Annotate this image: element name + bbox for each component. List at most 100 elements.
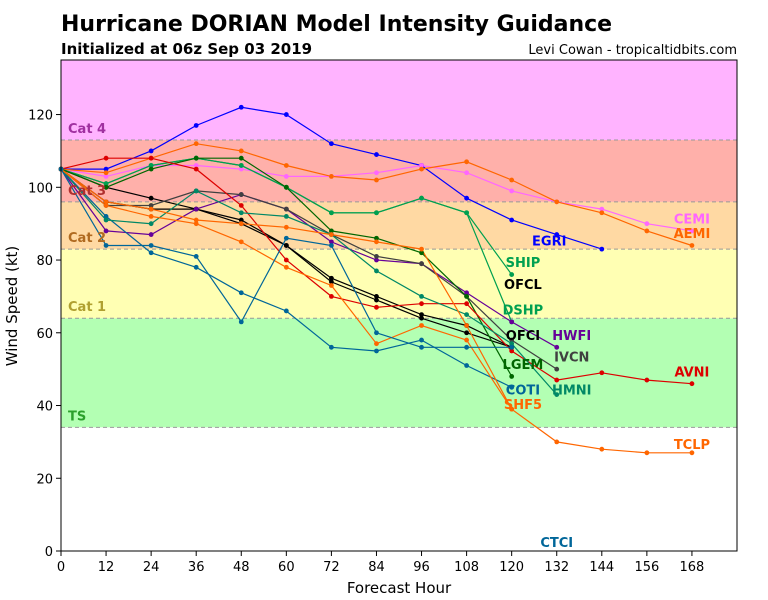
data-point-hwfi — [148, 232, 154, 237]
data-point-avni — [509, 348, 515, 354]
data-point-dshp — [329, 210, 334, 216]
data-point-avni — [689, 381, 695, 387]
data-point-hmni — [464, 312, 469, 317]
data-point-ofci — [464, 330, 469, 336]
x-tick-label: 48 — [233, 560, 250, 575]
data-point-coti — [329, 344, 334, 350]
data-point-egri — [329, 141, 334, 147]
data-point-egri — [554, 232, 560, 237]
data-point-aemi — [283, 163, 289, 168]
data-point-hmni — [148, 221, 154, 227]
data-point-coti — [193, 264, 199, 270]
data-point-tclp — [689, 450, 695, 456]
data-point-lgem — [419, 250, 424, 256]
data-point-egri — [103, 166, 109, 172]
x-tick-label: 156 — [634, 560, 659, 575]
data-point-cemi — [644, 221, 650, 227]
data-point-hwfi — [329, 239, 334, 245]
chart-credit: Levi Cowan - tropicaltidbits.com — [528, 43, 737, 58]
data-point-avni — [374, 304, 379, 310]
data-point-ctci — [509, 344, 515, 350]
data-point-coti — [103, 213, 109, 219]
x-axis-label: Forecast Hour — [347, 579, 452, 597]
data-point-coti — [419, 337, 424, 343]
data-point-cemi — [419, 163, 424, 168]
x-tick-label: 0 — [57, 560, 65, 575]
band-cat-4 — [61, 60, 737, 141]
data-point-avni — [283, 257, 289, 263]
data-point-tclp — [644, 450, 650, 456]
data-point-tclp — [554, 439, 560, 445]
series-label-aemi: AEMI — [674, 227, 711, 242]
data-point-aemi — [509, 177, 515, 183]
data-point-hmni — [554, 392, 560, 398]
data-point-egri — [148, 148, 154, 154]
data-point-lgem — [374, 235, 379, 241]
data-point-tclp — [599, 446, 605, 452]
x-tick-label: 96 — [413, 560, 430, 575]
x-tick-label: 24 — [143, 560, 160, 575]
band-label-cat-3: Cat 3 — [68, 184, 106, 199]
y-tick-label: 120 — [28, 109, 53, 124]
band-label-cat-2: Cat 2 — [68, 231, 106, 246]
data-point-dshp — [238, 163, 244, 168]
data-point-avni — [329, 294, 334, 299]
band-ts — [61, 318, 737, 428]
data-point-hmni — [283, 213, 289, 219]
data-point-coti — [509, 384, 515, 390]
data-point-ivcn — [509, 337, 515, 343]
data-point-lgem — [329, 228, 334, 234]
y-tick-label: 0 — [45, 545, 53, 560]
data-point-ofci — [283, 243, 289, 248]
series-label-cemi: CEMI — [674, 213, 710, 228]
data-point-aemi — [374, 177, 379, 183]
data-point-ivcn — [419, 261, 424, 267]
y-axis-label: Wind Speed (kt) — [3, 246, 21, 367]
series-label-dshp: DSHP — [503, 303, 544, 318]
data-point-shf5 — [464, 337, 469, 343]
data-point-ctci — [103, 243, 109, 248]
y-tick-label: 40 — [36, 400, 53, 415]
data-point-egri — [464, 195, 469, 201]
data-point-ofcl — [148, 195, 154, 201]
data-point-avni — [103, 155, 109, 161]
data-point-egri — [283, 112, 289, 117]
data-point-ctci — [283, 235, 289, 241]
data-point-dshp — [374, 210, 379, 216]
data-point-shf5 — [419, 323, 424, 328]
y-axis-ticks: 0 20 40 60 80 100 120 — [28, 109, 61, 560]
chart-title: Hurricane DORIAN Model Intensity Guidanc… — [61, 12, 612, 37]
data-point-hmni — [103, 217, 109, 223]
data-point-coti — [283, 308, 289, 314]
series-label-ivcn: IVCN — [554, 351, 589, 366]
data-point-hmni — [238, 210, 244, 216]
data-point-hmni — [193, 188, 199, 194]
x-tick-label: 36 — [188, 560, 205, 575]
data-point-ctci — [148, 243, 154, 248]
data-point-ctci — [374, 330, 379, 336]
data-point-hwfi — [103, 228, 109, 234]
data-point-egri — [238, 104, 244, 110]
series-label-shf5: SHF5 — [504, 398, 542, 413]
data-point-avni — [644, 377, 650, 383]
x-tick-label: 72 — [323, 560, 340, 575]
series-label-ctci: CTCI — [540, 536, 573, 551]
data-point-egri — [599, 246, 605, 252]
data-point-cemi — [599, 206, 605, 212]
data-point-aemi — [689, 243, 695, 248]
data-point-egri — [193, 123, 199, 128]
band-cat-3 — [61, 140, 737, 202]
x-tick-label: 144 — [589, 560, 614, 575]
data-point-tclp — [329, 232, 334, 237]
y-tick-label: 80 — [36, 254, 53, 269]
band-label-cat-4: Cat 4 — [68, 122, 106, 137]
data-point-ship — [509, 272, 515, 277]
data-point-tclp — [193, 217, 199, 223]
data-point-hmni — [509, 341, 515, 347]
x-tick-label: 84 — [368, 560, 385, 575]
x-tick-label: 12 — [98, 560, 115, 575]
data-point-shf5 — [238, 239, 244, 245]
data-point-shf5 — [103, 203, 109, 208]
data-point-lgem — [283, 184, 289, 190]
